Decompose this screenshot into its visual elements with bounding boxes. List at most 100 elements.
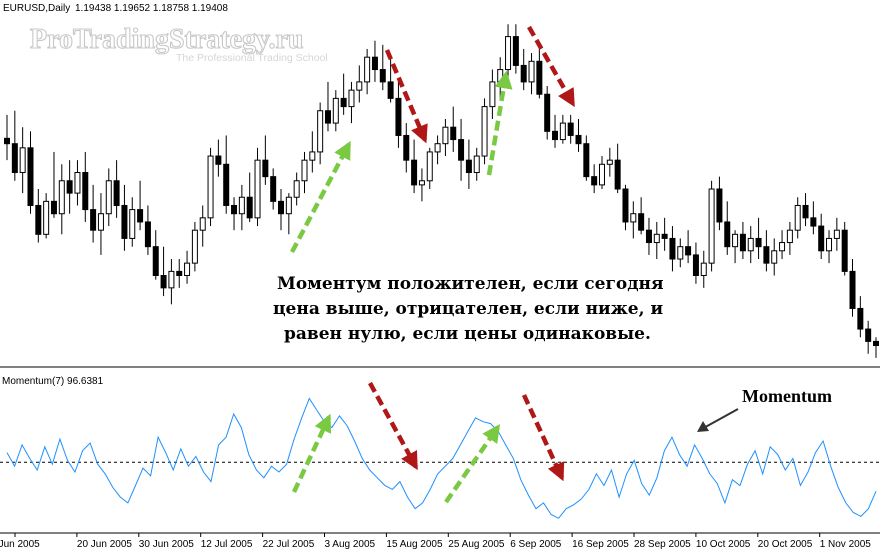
candle-bullish bbox=[833, 229, 840, 239]
candle-bullish bbox=[301, 159, 308, 182]
x-tick-label: 20 Oct 2005 bbox=[758, 539, 813, 550]
candle-bullish bbox=[105, 180, 112, 215]
candle-bearish bbox=[340, 97, 347, 108]
candle-bullish bbox=[732, 233, 739, 248]
x-tick-label: 28 Sep 2005 bbox=[634, 539, 691, 550]
candle-bullish bbox=[606, 159, 613, 165]
candle-bearish bbox=[215, 155, 222, 165]
candle-bullish bbox=[653, 233, 660, 244]
bull-arrow-price-2 bbox=[486, 70, 513, 176]
candle-bearish bbox=[66, 180, 73, 194]
candle-bearish bbox=[90, 209, 97, 231]
candle-bearish bbox=[387, 81, 394, 99]
candle-bearish bbox=[113, 180, 120, 206]
candle-bullish bbox=[191, 229, 198, 264]
candle-bearish bbox=[724, 221, 731, 248]
candle-bearish bbox=[716, 188, 723, 223]
candle-bullish bbox=[677, 246, 684, 260]
x-tick-label: 30 Jun 2005 bbox=[139, 539, 194, 550]
candle-bearish bbox=[324, 110, 331, 124]
candle-bearish bbox=[575, 134, 582, 145]
candle-bearish bbox=[763, 246, 770, 264]
candle-bullish bbox=[794, 204, 801, 231]
candle-bullish bbox=[708, 188, 715, 264]
candle-bullish bbox=[771, 250, 778, 264]
candle-bullish bbox=[348, 89, 355, 108]
candle-bullish bbox=[285, 196, 292, 215]
bull-arrow-price-1 bbox=[290, 140, 351, 254]
candle-bullish bbox=[364, 56, 371, 83]
candle-bearish bbox=[692, 254, 699, 276]
candle-bearish bbox=[583, 143, 590, 178]
x-tick-label: 25 Aug 2005 bbox=[448, 539, 505, 550]
x-tick-label: 10 Oct 2005 bbox=[696, 539, 751, 550]
candle-bullish bbox=[489, 81, 496, 108]
bear-arrow-price-2 bbox=[527, 25, 575, 108]
candle-bullish bbox=[559, 122, 566, 141]
candle-bearish bbox=[262, 159, 269, 178]
candle-bullish bbox=[184, 262, 191, 276]
candle-bearish bbox=[450, 126, 457, 141]
candle-bearish bbox=[661, 233, 668, 239]
annotation-line-2: цена выше, отрицателен, если ниже, и bbox=[273, 299, 663, 319]
candle-bearish bbox=[865, 328, 872, 342]
candle-bearish bbox=[223, 163, 230, 206]
bear-arrow-momentum-1 bbox=[368, 381, 418, 471]
candle-bearish bbox=[50, 200, 57, 215]
candle-bearish bbox=[144, 221, 151, 248]
candle-bearish bbox=[160, 275, 167, 289]
candle-bearish bbox=[841, 229, 848, 272]
candles-group bbox=[4, 24, 879, 358]
candle-bearish bbox=[465, 159, 472, 174]
candle-bearish bbox=[669, 237, 676, 260]
candle-bearish bbox=[35, 204, 42, 235]
candle-bearish bbox=[567, 122, 574, 136]
ohlc-readout: 1.19438 1.19652 1.18758 1.19408 bbox=[75, 3, 228, 14]
watermark-brand: ProTradingStrategy.ru bbox=[30, 24, 304, 55]
watermark-tagline: The Professional Trading School bbox=[176, 52, 328, 64]
candle-bearish bbox=[152, 246, 159, 277]
candle-bearish bbox=[137, 209, 144, 223]
candle-bearish bbox=[379, 69, 386, 83]
candle-bullish bbox=[58, 180, 65, 215]
candle-bearish bbox=[458, 139, 465, 161]
candle-bullish bbox=[481, 106, 488, 157]
candle-bullish bbox=[630, 213, 637, 223]
watermark: ProTradingStrategy.ru The Professional T… bbox=[29, 23, 328, 64]
candle-bearish bbox=[395, 97, 402, 136]
candle-bullish bbox=[43, 200, 50, 235]
candle-bullish bbox=[74, 172, 81, 194]
x-tick-label: 3 Aug 2005 bbox=[325, 539, 376, 550]
candle-bullish bbox=[434, 143, 441, 153]
candle-bearish bbox=[411, 159, 418, 186]
candle-bullish bbox=[19, 147, 26, 174]
candle-bullish bbox=[826, 237, 833, 252]
candle-bullish bbox=[317, 110, 324, 153]
candle-bearish bbox=[231, 204, 238, 215]
candle-bullish bbox=[779, 242, 786, 252]
bull-arrow-momentum-1 bbox=[291, 413, 332, 493]
candle-bullish bbox=[254, 159, 261, 219]
x-tick-label: 1 Nov 2005 bbox=[820, 539, 872, 550]
candle-bullish bbox=[332, 97, 339, 124]
candle-bearish bbox=[857, 307, 864, 330]
x-tick-label: 12 Jul 2005 bbox=[201, 539, 253, 550]
candle-bearish bbox=[755, 237, 762, 248]
candle-bullish bbox=[442, 126, 449, 145]
candle-bullish bbox=[168, 270, 175, 289]
candle-bullish bbox=[418, 180, 425, 186]
candle-bullish bbox=[473, 155, 480, 174]
x-axis: 8 Jun 2005 20 Jun 2005 30 Jun 2005 12 Jul 2… bbox=[0, 532, 880, 550]
candle-bullish bbox=[207, 155, 214, 219]
candle-bearish bbox=[645, 229, 652, 244]
candle-bullish bbox=[238, 196, 245, 215]
candle-bullish bbox=[309, 151, 316, 161]
candle-bullish bbox=[97, 213, 104, 231]
candle-bullish bbox=[528, 60, 535, 83]
bull-arrow-momentum-2 bbox=[444, 424, 501, 504]
candle-bullish bbox=[598, 163, 605, 186]
candle-bullish bbox=[497, 69, 504, 83]
momentum-line bbox=[6, 397, 877, 519]
price-panel: EURUSD,Daily 1.19438 1.19652 1.18758 1.1… bbox=[0, 3, 880, 368]
momentum-header: Momentum(7) 96.6381 bbox=[2, 376, 104, 387]
